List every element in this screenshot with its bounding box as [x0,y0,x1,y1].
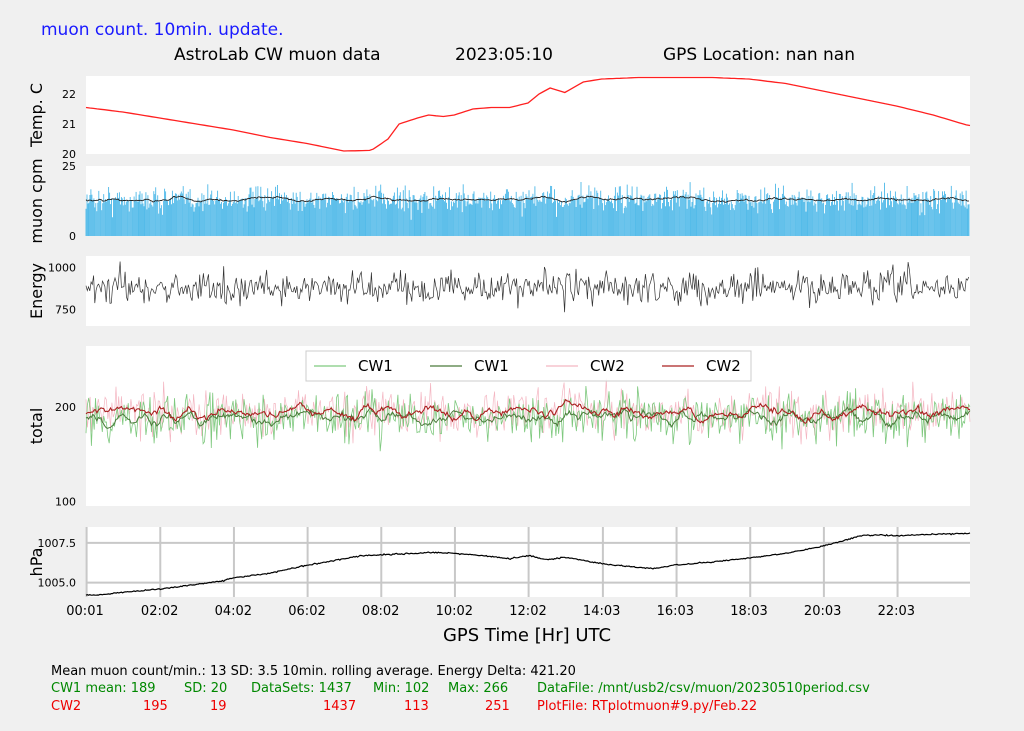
temperature-ytick-label: 20 [62,148,76,161]
datafile-path: DataFile: /mnt/usb2/csv/muon/20230510per… [537,681,870,696]
cw2-label: CW2 [51,699,82,714]
chart-date: 2023:05:10 [455,45,553,65]
x-axis-label: GPS Time [Hr] UTC [443,625,611,646]
energy-ytick-label: 750 [55,303,76,316]
cw2-mean: 195 [143,699,168,714]
cw1-max: Max: 266 [448,681,509,696]
pressure-ytick-label: 1007.5 [38,537,77,550]
x-tick-label: 06:02 [288,604,325,619]
x-tick-label: 14:03 [583,604,620,619]
pressure-grid [85,527,970,597]
temperature-series-line [85,76,971,152]
x-tick-label: 02:02 [141,604,178,619]
total-legend: CW1 CW1 CW2 CW2 [305,350,752,382]
muon-cpm-ytick-label: 0 [69,230,76,243]
gps-location: GPS Location: nan nan [663,45,855,65]
muon-cpm-bars [85,182,970,236]
legend-label: CW1 [358,357,393,375]
cw2-datasets: 1437 [323,699,357,714]
x-tick-label: 10:02 [436,604,473,619]
cw2-average-line [85,398,971,424]
total-ylabel: total [27,408,46,445]
legend-label: CW1 [474,357,509,375]
legend-label: CW2 [706,357,741,375]
muon-stats-line: Mean muon count/min.: 13 SD: 3.5 10min. … [51,664,576,679]
muon-cpm-rolling-average [85,195,970,203]
energy-ytick-label: 1000 [48,262,76,275]
temperature-panel [86,76,970,154]
x-tick-label: 12:02 [509,604,546,619]
pressure-ytick-label: 1005.0 [38,577,77,590]
energy-panel [86,256,970,326]
cw1-min: Min: 102 [373,681,430,696]
temperature-ylabel: Temp. C [27,83,46,148]
muon-cpm-ytick-label: 25 [62,160,76,173]
energy-ylabel: Energy [27,263,46,319]
muon-chart: 22 21 20 Temp. C 25 0 muon cpm 1000 750 Energy 200… [27,76,971,646]
plotfile-path: PlotFile: RTplotmuon#9.py/Feb.22 [537,699,758,714]
cw1-mean: CW1 mean: 189 [51,681,156,696]
x-tick-label: 20:03 [804,604,841,619]
x-tick-label: 16:03 [657,604,694,619]
muon-cpm-ylabel: muon cpm [27,158,46,243]
cw2-min: 113 [404,699,429,714]
cw2-max: 251 [485,699,510,714]
cw1-raw-line [85,385,971,452]
energy-series-line [85,261,970,313]
total-ytick-label: 100 [55,495,76,508]
legend-label: CW2 [590,357,625,375]
cw1-average-line [85,406,971,429]
total-ytick-label: 200 [55,401,76,414]
x-tick-label: 00:01 [66,604,103,619]
cw2-sd: 19 [210,699,227,714]
temperature-ytick-label: 22 [62,88,76,101]
cw1-sd: SD: 20 [184,681,228,696]
x-tick-label: 18:03 [730,604,767,619]
pressure-ylabel: hPa [27,548,46,577]
pressure-series-line [85,532,971,596]
chart-subtitle: AstroLab CW muon data [174,45,381,65]
x-tick-label: 22:03 [878,604,915,619]
temperature-ytick-label: 21 [62,118,76,131]
page-title: muon count. 10min. update. [41,20,284,40]
cw1-datasets: DataSets: 1437 [251,681,352,696]
x-tick-label: 04:02 [215,604,252,619]
x-tick-label: 08:02 [362,604,399,619]
